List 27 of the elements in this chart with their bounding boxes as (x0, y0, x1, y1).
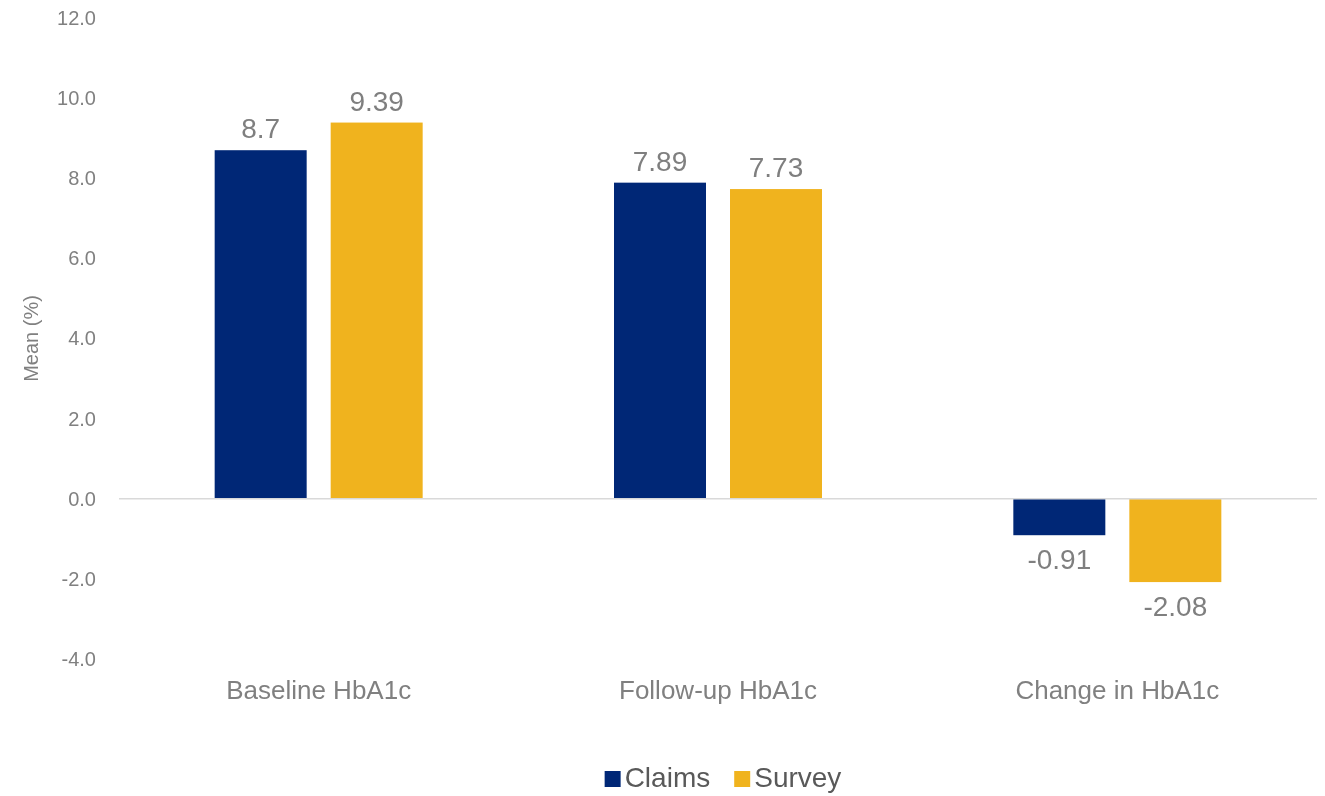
bar (1013, 498, 1106, 536)
data-label: 8.7 (241, 113, 281, 145)
data-label: -2.08 (1143, 591, 1208, 623)
data-label: 7.89 (632, 145, 688, 177)
data-label: 9.39 (349, 85, 404, 117)
bar (1129, 498, 1222, 583)
bar (214, 150, 307, 499)
y-tick-label: 8.0 (68, 167, 96, 190)
legend-label: Claims (624, 762, 711, 793)
bar (330, 122, 423, 499)
x-tick-label: Change in HbA1c (1015, 675, 1220, 705)
x-tick-label: Baseline HbA1c (226, 675, 412, 705)
data-label: 7.73 (748, 152, 804, 184)
y-axis-title: Mean (%) (20, 295, 42, 382)
y-tick-label: 10.0 (57, 87, 96, 110)
bar (614, 182, 706, 499)
y-tick-label: -4.0 (61, 647, 96, 670)
bar (730, 189, 822, 499)
x-tick-label: Follow-up HbA1c (619, 675, 817, 705)
legend-label: Survey (754, 762, 842, 793)
y-tick-label: 12.0 (57, 6, 96, 29)
y-tick-label: 2.0 (68, 407, 96, 430)
y-tick-label: 0.0 (68, 487, 96, 510)
y-tick-label: 4.0 (68, 327, 96, 350)
y-tick-label: 6.0 (68, 247, 96, 270)
data-label: -0.91 (1027, 544, 1092, 576)
y-tick-label: -2.0 (61, 567, 96, 590)
